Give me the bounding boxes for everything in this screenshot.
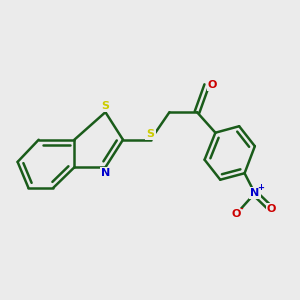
Text: N: N bbox=[101, 168, 110, 178]
Text: -: - bbox=[239, 204, 243, 213]
Text: N: N bbox=[250, 188, 260, 198]
Text: O: O bbox=[232, 209, 241, 219]
Text: O: O bbox=[208, 80, 218, 90]
Text: S: S bbox=[101, 101, 110, 111]
Text: O: O bbox=[267, 204, 276, 214]
Text: +: + bbox=[257, 183, 264, 192]
Text: S: S bbox=[146, 129, 154, 139]
